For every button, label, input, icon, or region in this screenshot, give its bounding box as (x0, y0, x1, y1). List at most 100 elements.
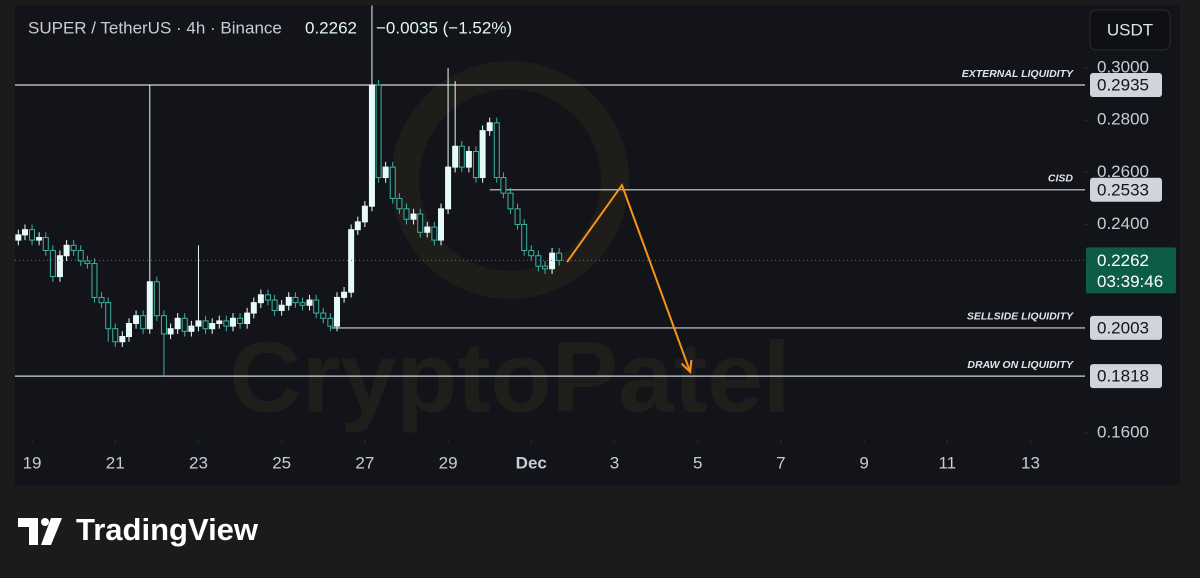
symbol-title: SUPER / TetherUS · 4h · Binance (28, 18, 282, 37)
candle-body (105, 302, 112, 330)
level-value: 0.2935 (1097, 75, 1149, 94)
candle-body (382, 166, 389, 179)
candle-body (528, 250, 535, 257)
logo-mark (41, 518, 62, 545)
candle-body (244, 312, 251, 324)
x-tick-label: 9 (859, 453, 868, 472)
level-name: DRAW ON LIQUIDITY (967, 359, 1074, 371)
level-name: CISD (1048, 173, 1074, 185)
candle-body (521, 223, 528, 252)
candle-body (410, 213, 417, 220)
candle-body (229, 317, 236, 327)
candle-body (368, 84, 375, 207)
level-name: EXTERNAL LIQUIDITY (962, 68, 1074, 80)
candle-body (348, 229, 355, 293)
candle-body (452, 145, 459, 168)
x-tick-label: Dec (516, 453, 547, 472)
candle-body (431, 226, 438, 241)
x-tick-label: 23 (189, 453, 208, 472)
candle-body (320, 312, 327, 319)
candle-body (153, 281, 160, 317)
candle-body (486, 122, 493, 132)
candle-body (77, 250, 84, 262)
level-badge (1090, 177, 1162, 202)
y-tick-label: 0.3000 (1097, 58, 1149, 77)
candle-body (375, 84, 382, 179)
candle-body (160, 315, 167, 335)
candle-body (133, 315, 140, 324)
candle-body (306, 299, 313, 306)
candle-body (56, 255, 63, 278)
currency-button[interactable] (1089, 9, 1171, 51)
candle-body (223, 320, 230, 327)
currency[interactable]: USDT (1107, 20, 1153, 39)
x-tick-label: 19 (23, 453, 42, 472)
candle-body (202, 320, 209, 330)
candle-body (507, 192, 514, 210)
candle-body (424, 226, 431, 233)
candle-body (333, 296, 340, 327)
candle-body (209, 322, 216, 330)
current-price: 0.2262 (1097, 251, 1149, 270)
candle-body (396, 197, 403, 210)
candle-body (167, 328, 174, 335)
candle-body (327, 317, 334, 327)
candle-body (403, 208, 410, 220)
candle-body (556, 252, 563, 261)
candle-body (278, 304, 285, 311)
candle-body (271, 299, 278, 311)
x-tick-label: 29 (439, 453, 458, 472)
x-tick-label: 5 (693, 453, 702, 472)
candle-body (354, 221, 361, 231)
x-tick-label: 7 (776, 453, 785, 472)
candle-body (445, 166, 452, 210)
level-badge (1090, 315, 1162, 340)
candle-body (438, 208, 445, 241)
candle-body (21, 229, 28, 236)
y-tick-label: 0.2800 (1097, 110, 1149, 129)
candle-body (493, 122, 500, 179)
candle-body (146, 281, 153, 330)
x-tick-label: 11 (938, 453, 956, 472)
candle-body (125, 322, 132, 338)
header-change: −0.0035 (−1.52%) (376, 18, 512, 37)
countdown: 03:39:46 (1097, 272, 1163, 291)
candle-body (70, 244, 77, 252)
x-tick-label: 27 (355, 453, 374, 472)
candle-body (98, 296, 105, 304)
candle-body (29, 229, 36, 241)
y-tick-label: 0.2600 (1097, 162, 1149, 181)
candle-body (417, 213, 424, 233)
level-value: 0.2533 (1097, 180, 1149, 199)
candle-body (361, 205, 368, 223)
projection-path (566, 182, 692, 373)
candle-body (299, 302, 306, 306)
candle-body (36, 236, 43, 241)
x-tick-label: 21 (106, 453, 125, 472)
header-price: 0.2262 (305, 18, 357, 37)
projection-arrowhead (680, 359, 693, 375)
level-value: 0.1818 (1097, 367, 1149, 386)
candle-body (216, 320, 223, 324)
candle-body (479, 130, 486, 179)
candle-body (389, 166, 396, 199)
candle-body (63, 244, 70, 257)
level-badge (1090, 364, 1162, 389)
candle-body (500, 177, 507, 194)
candle-body (42, 236, 49, 252)
logo-dot (41, 518, 49, 526)
x-tick-label: 3 (610, 453, 619, 472)
candle-body (112, 328, 119, 343)
candle-body (15, 234, 22, 241)
candle-body (292, 296, 299, 304)
y-tick-label: 0.2400 (1097, 214, 1149, 233)
candle-body (257, 294, 264, 304)
level-badge (1090, 73, 1162, 98)
logo-mark (18, 518, 38, 545)
x-tick-label: 25 (272, 453, 291, 472)
candle-body (341, 291, 348, 298)
candle-body (119, 336, 126, 343)
candle-body (458, 145, 465, 168)
candle-body (188, 325, 195, 332)
